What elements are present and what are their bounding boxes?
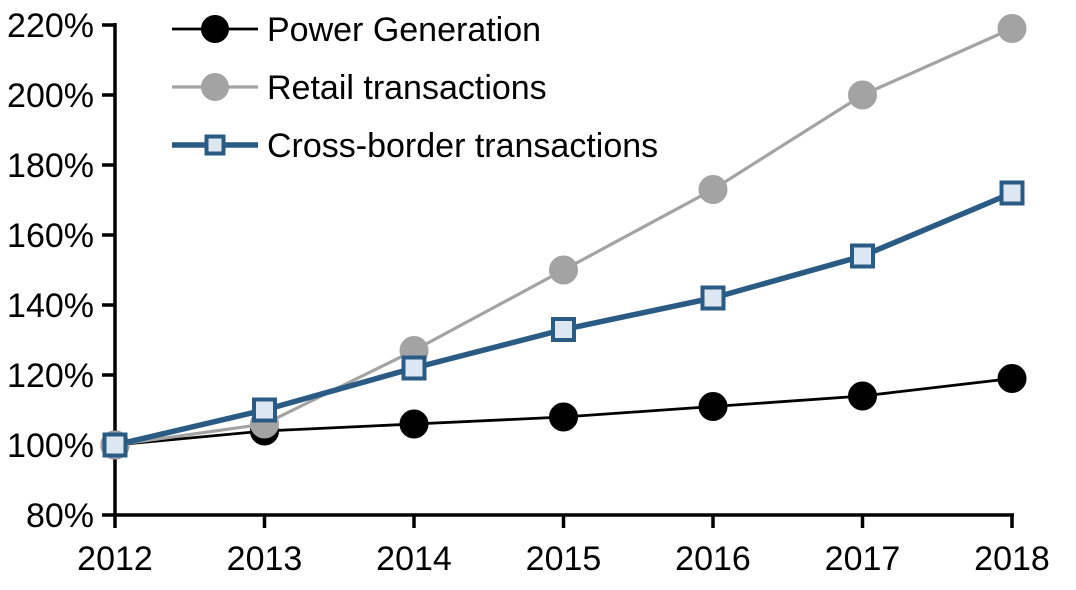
x-axis-tick-label: 2017 xyxy=(825,540,901,578)
y-axis-tick-label: 180% xyxy=(7,147,94,185)
data-point-circle-marker xyxy=(848,381,877,411)
x-axis-tick-label: 2018 xyxy=(974,540,1050,578)
x-axis-tick-label: 2015 xyxy=(526,540,602,578)
axes-layer: 80% 100% 120% 140% 160% 180% 200% 220% 2012 2013 2… xyxy=(7,7,1050,578)
legend: Power Generation Retail transactions Cross… xyxy=(172,11,658,165)
legend-item-cross-border-transactions: Cross-border transactions xyxy=(172,127,658,165)
data-point-square-marker xyxy=(252,397,277,423)
x-axis-tick-label: 2014 xyxy=(376,540,452,578)
series-cross-border-transactions xyxy=(102,180,1025,458)
x-axis-tick-label: 2012 xyxy=(77,540,153,578)
y-axis-tick-label: 200% xyxy=(7,77,94,115)
data-point-circle-marker xyxy=(848,80,877,110)
y-axis-tick-label: 140% xyxy=(7,287,94,325)
series-line-retail-transactions xyxy=(114,27,1013,447)
y-axis-tick-label: 80% xyxy=(26,497,94,535)
data-point-square-marker xyxy=(700,285,726,311)
y-axis-tick-label: 120% xyxy=(7,357,94,395)
legend-label: Power Generation xyxy=(267,11,541,49)
data-point-square-marker xyxy=(401,355,427,381)
legend-circle-marker-icon xyxy=(201,73,229,101)
data-point-square-marker xyxy=(551,317,576,342)
x-axis-tick-label: 2013 xyxy=(227,540,303,578)
data-point-circle-marker xyxy=(698,175,728,204)
x-axis-tick-label: 2016 xyxy=(675,540,751,578)
data-point-circle-marker xyxy=(399,409,429,439)
data-point-circle-marker xyxy=(549,255,578,285)
legend-label: Cross-border transactions xyxy=(267,127,658,165)
data-point-square-marker xyxy=(102,432,128,458)
legend-circle-marker-icon xyxy=(201,15,229,43)
legend-item-power-generation: Power Generation xyxy=(172,11,541,49)
legend-item-retail-transactions: Retail transactions xyxy=(172,69,547,107)
legend-square-marker-icon xyxy=(204,134,226,156)
y-axis-tick-label: 160% xyxy=(7,217,94,255)
series-power-generation xyxy=(100,364,1027,460)
legend-label: Retail transactions xyxy=(267,69,547,107)
data-point-circle-marker xyxy=(698,392,728,421)
data-point-circle-marker xyxy=(549,402,578,432)
y-axis-tick-label: 220% xyxy=(7,7,94,45)
data-point-square-marker xyxy=(999,180,1025,206)
data-point-circle-marker xyxy=(997,14,1027,43)
series-layer xyxy=(100,14,1027,460)
y-axis-tick-label: 100% xyxy=(7,427,94,465)
data-point-circle-marker xyxy=(997,364,1027,393)
data-point-square-marker xyxy=(850,243,875,269)
